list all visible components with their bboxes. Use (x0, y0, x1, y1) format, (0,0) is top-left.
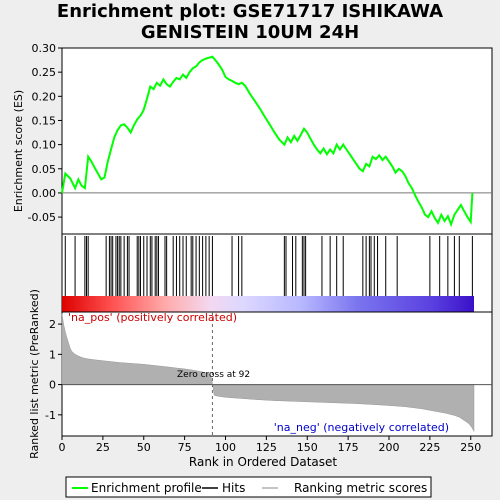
metric-panel (61, 311, 493, 437)
chart-title-line-2: GENISTEIN 10UM 24H (140, 22, 360, 43)
chart-title-line-1: Enrichment plot: GSE71717 ISHIKAWA (56, 1, 444, 22)
legend-label-hits: Hits (222, 481, 245, 495)
y-tick-label-es: 0.10 (32, 139, 57, 152)
y-tick-label-metric: 2 (49, 318, 56, 331)
y-tick-label-metric: 0 (49, 379, 56, 392)
legend-box (65, 476, 432, 498)
y-tick-label-es: 0.30 (32, 42, 57, 55)
x-tick-label: 100 (215, 441, 236, 454)
x-tick-label: 125 (256, 441, 277, 454)
y-tick-label-metric: -1 (45, 409, 56, 422)
x-axis-label: Rank in Ordered Dataset (189, 455, 337, 469)
y-tick-label-es: 0.20 (32, 90, 57, 103)
legend-label-metric: Ranking metric scores (294, 481, 427, 495)
es-panel (61, 47, 493, 235)
y-axis-label-es: Enrichment score (ES) (12, 90, 25, 212)
y-tick-label-es: 0.05 (32, 163, 57, 176)
y-axis-label-metric: Ranked list metric (PreRanked) (28, 289, 41, 459)
x-tick-label: 200 (378, 441, 399, 454)
chart-title: Enrichment plot: GSE71717 ISHIKAWA GENIS… (0, 1, 500, 43)
x-tick-label: 150 (297, 441, 318, 454)
y-tick-label-es: 0.00 (32, 187, 57, 200)
legend-label-profile: Enrichment profile (91, 481, 202, 495)
x-tick-label: 175 (338, 441, 359, 454)
x-tick-label: 225 (419, 441, 440, 454)
x-tick-label: 75 (178, 441, 192, 454)
legend: Enrichment profile Hits Ranking metric s… (65, 476, 432, 498)
metric-area (61, 313, 475, 432)
metric-layer: 2 1 0 -1 0 25 50 75 100 125 150 175 200 225 250 (45, 312, 492, 454)
y-tick-label-es: -0.05 (28, 211, 56, 224)
pos-label: 'na_pos' (positively correlated) (68, 311, 237, 324)
y-tick-label-es: 0.15 (32, 114, 57, 127)
zero-cross-label: Zero cross at 92 (177, 370, 250, 380)
enrichment-profile-line (61, 55, 474, 228)
neg-label: 'na_neg' (negatively correlated) (274, 421, 449, 434)
x-tick-label: 50 (137, 441, 151, 454)
hits-layer (64, 236, 473, 296)
x-tick-label: 250 (460, 441, 481, 454)
x-tick-label: 25 (96, 441, 110, 454)
es-layer: 0.30 0.25 0.20 0.15 0.10 0.05 0.00 -0.05 (28, 42, 492, 228)
y-tick-label-metric: 1 (49, 348, 56, 361)
rank-colorbar (62, 296, 474, 312)
y-tick-label-es: 0.25 (32, 66, 57, 79)
x-tick-label: 0 (59, 441, 66, 454)
